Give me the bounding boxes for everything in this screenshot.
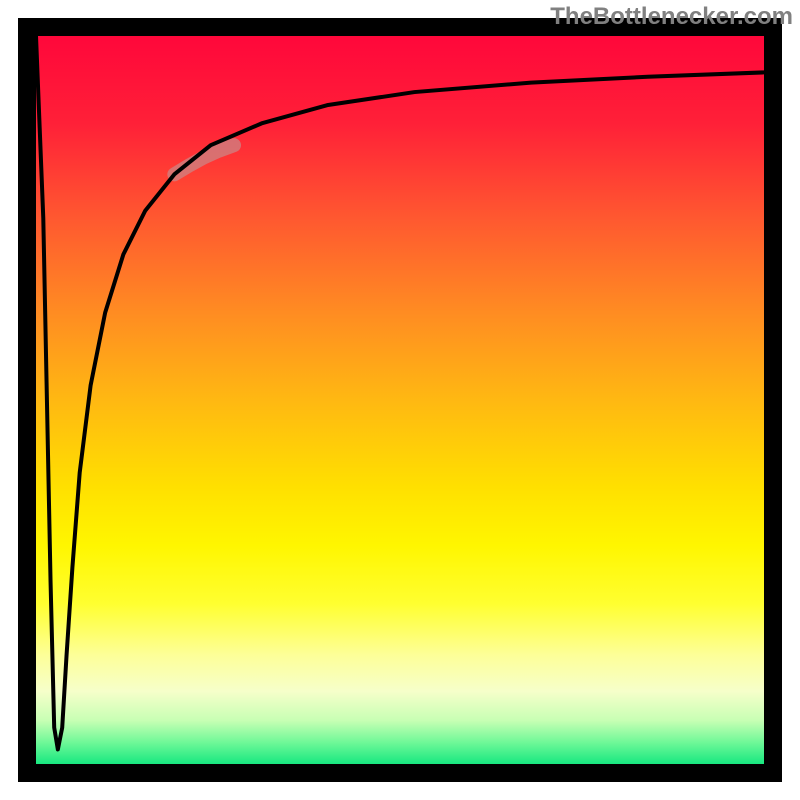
plot-frame	[18, 18, 782, 782]
chart-svg	[0, 0, 800, 800]
chart-container: TheBottlenecker.com	[0, 0, 800, 800]
main-curve	[36, 36, 764, 749]
highlight-segment	[174, 145, 234, 174]
plot-gradient-background	[36, 36, 764, 764]
watermark-label: TheBottlenecker.com	[550, 3, 793, 31]
